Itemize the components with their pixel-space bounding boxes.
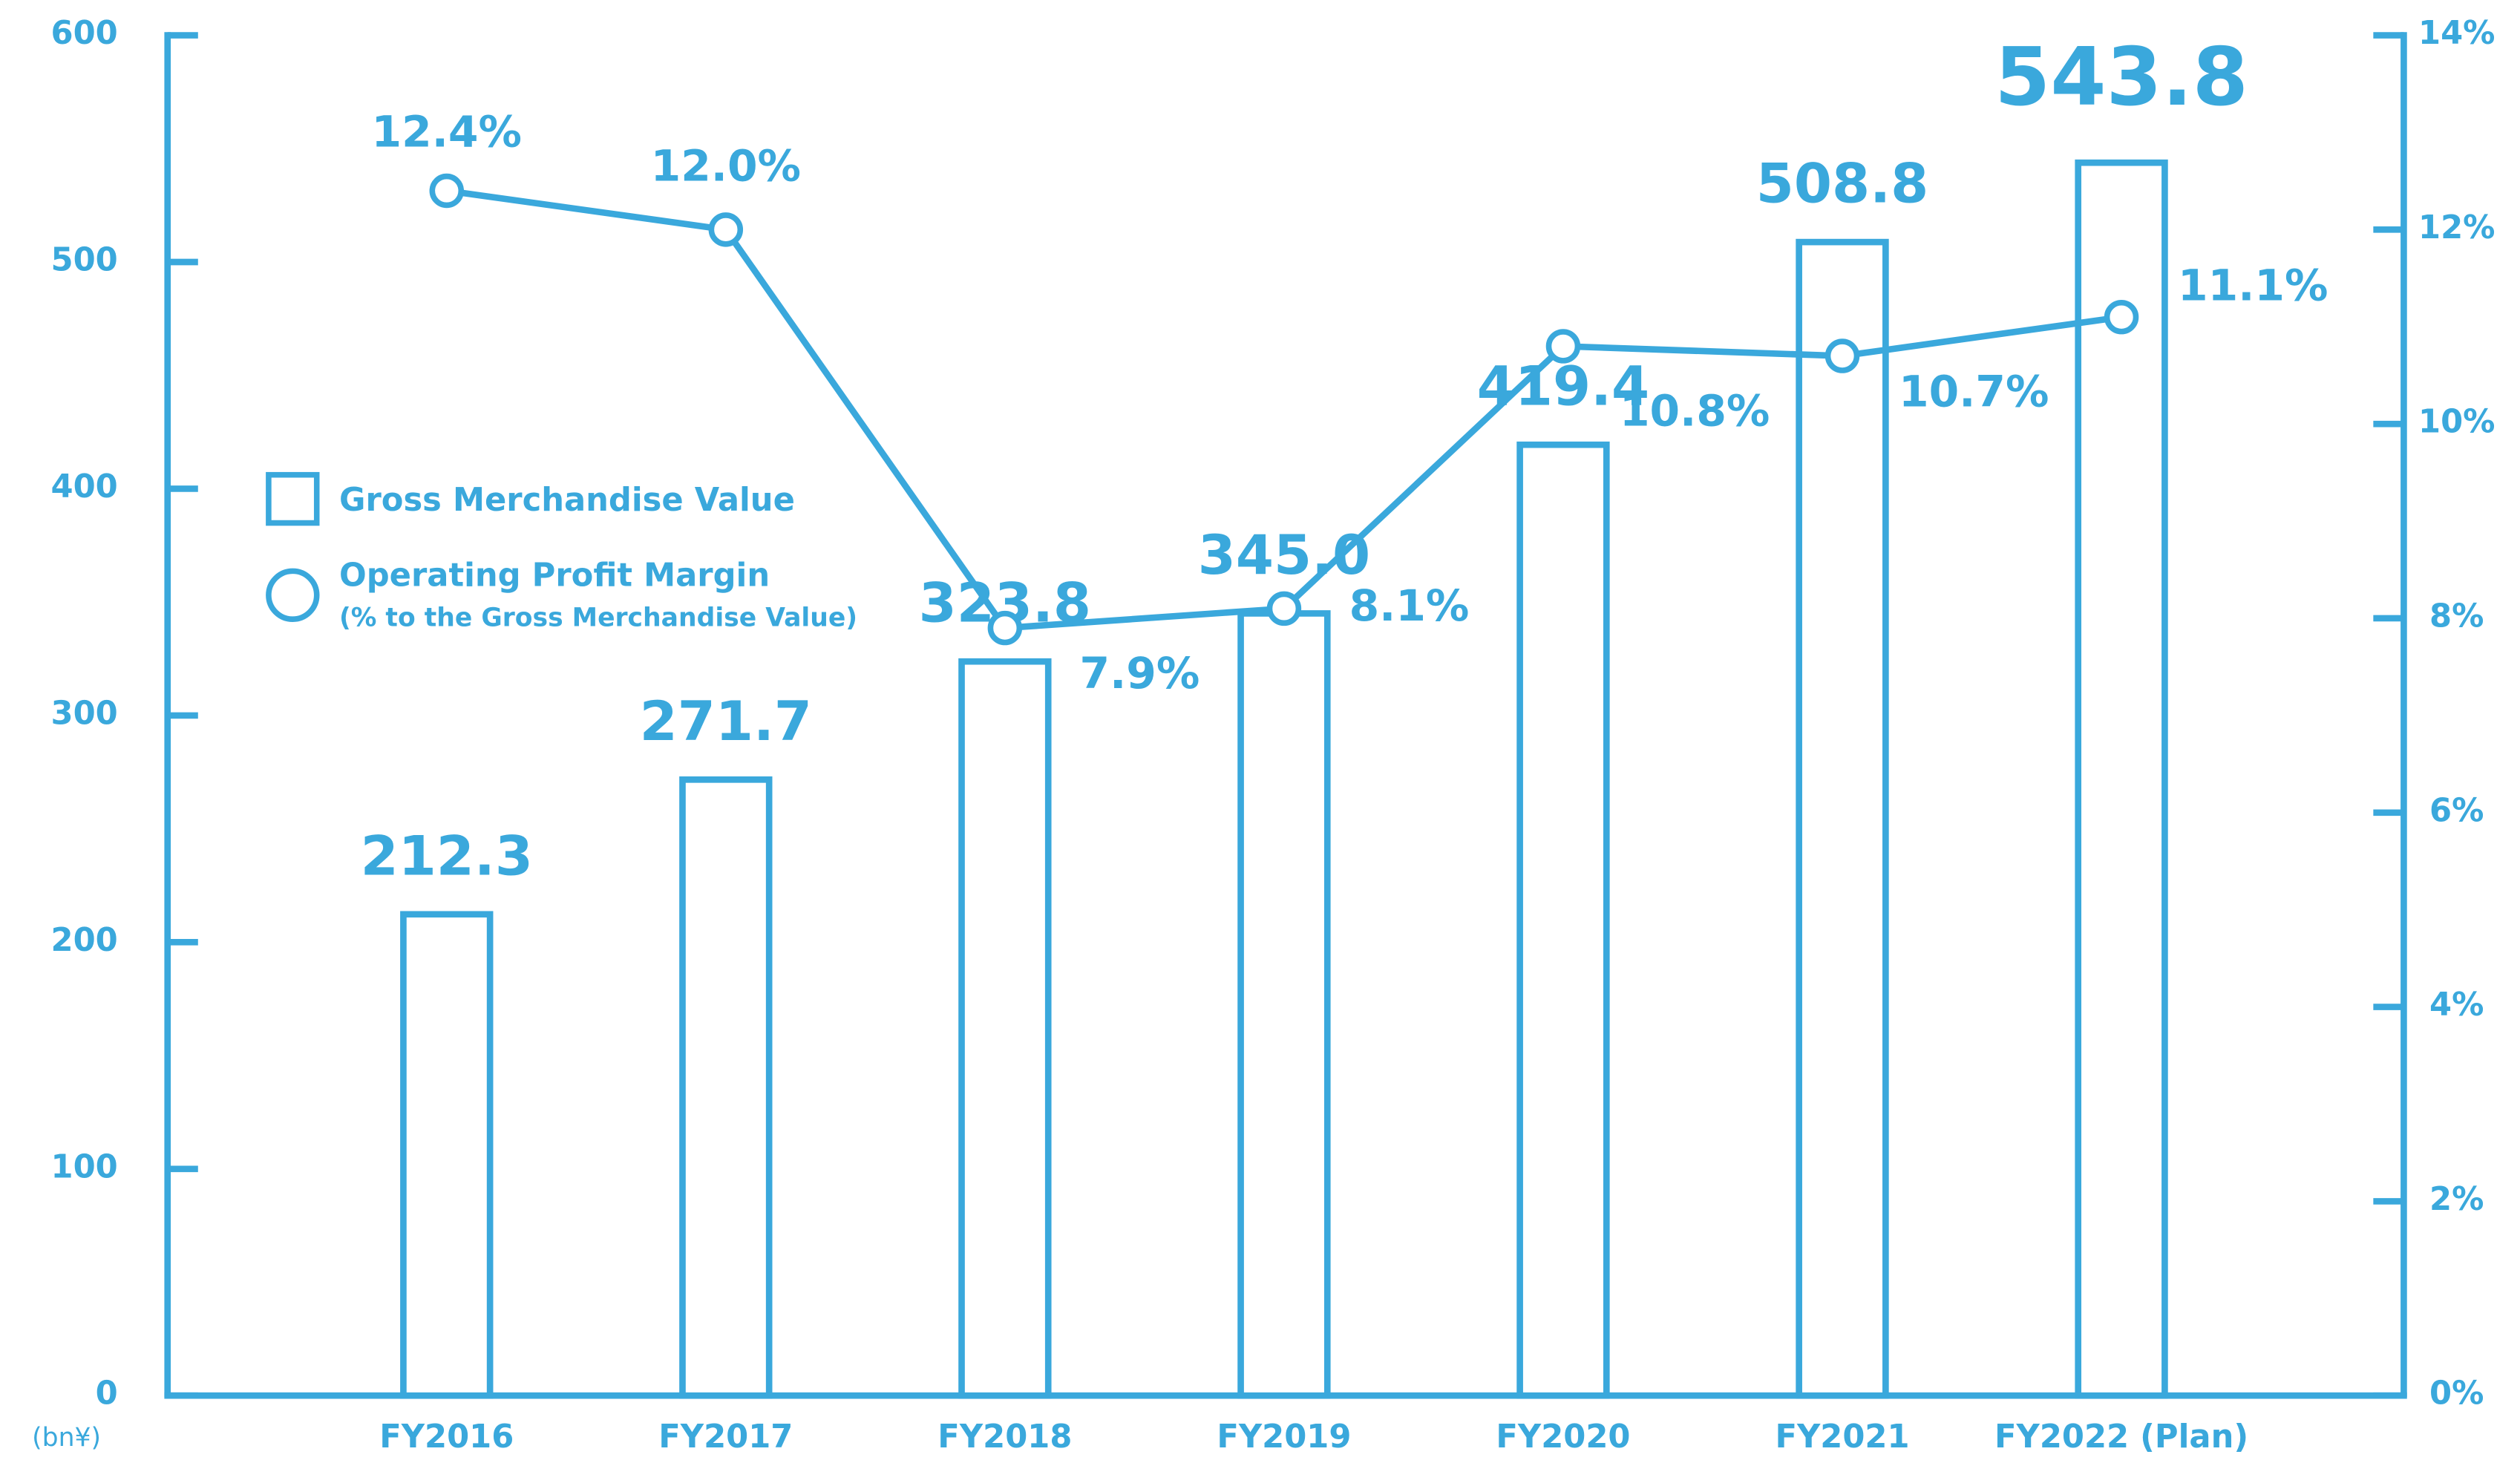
y2-tick-label: 2% [2429, 1181, 2484, 1218]
bar [1796, 238, 1889, 1399]
line-point [1824, 338, 1860, 373]
line-value-label: 11.1% [2178, 260, 2328, 310]
bar [2075, 159, 2168, 1399]
y-tick-label: 600 [51, 15, 118, 52]
y-unit: (bn¥) [32, 1423, 101, 1453]
legend-label: Gross Merchandise Value [339, 482, 795, 519]
x-tick-label: FY2018 [937, 1418, 1072, 1456]
line-value-label: 10.8% [1620, 385, 1770, 436]
legend-bar-icon [266, 471, 320, 526]
bar-value-label: 212.3 [361, 825, 533, 888]
bar-value-label: 419.4 [1477, 356, 1649, 419]
x-tick-label: FY2019 [1217, 1418, 1351, 1456]
y-tick-label: 500 [51, 241, 118, 278]
bar-value-label: 508.8 [1756, 153, 1928, 216]
y-tick-label: 300 [51, 695, 118, 732]
x-tick-label: FY2017 [658, 1418, 793, 1456]
legend-label: Operating Profit Margin [339, 557, 770, 595]
line-point [429, 173, 465, 209]
y-tick-label: 100 [51, 1148, 118, 1185]
legend-note: (% to the Gross Merchandise Value) [339, 603, 857, 633]
bar-value-label: 271.7 [640, 690, 812, 753]
y-tick-label: 400 [51, 468, 118, 505]
y-tick-label: 0 [96, 1375, 118, 1413]
y2-tick-label: 10% [2418, 404, 2495, 441]
x-tick-label: FY2020 [1496, 1418, 1630, 1456]
x-tick-label: FY2021 [1775, 1418, 1909, 1456]
y2-tick-label: 8% [2429, 598, 2484, 635]
line-value-label: 10.7% [1899, 367, 2049, 417]
y2-tick-label: 12% [2418, 209, 2495, 246]
y-tick-label: 200 [51, 922, 118, 959]
line-value-label: 12.0% [651, 140, 801, 191]
y2-tick-label: 6% [2429, 792, 2484, 829]
y2-tick-label: 0% [2429, 1375, 2484, 1413]
y2-tick-label: 14% [2418, 15, 2495, 52]
x-tick-label: FY2022 (Plan) [1994, 1418, 2248, 1456]
bar [1237, 610, 1331, 1399]
bar-value-label: 543.8 [1994, 31, 2248, 124]
bar [400, 911, 494, 1399]
bar [1516, 441, 1610, 1399]
bar [958, 658, 1052, 1399]
line-value-label: 7.9% [1079, 648, 1200, 698]
x-tick-label: FY2016 [379, 1418, 514, 1456]
bar [679, 776, 773, 1399]
line-point [1266, 591, 1302, 626]
line-point [2104, 299, 2139, 335]
line-point [708, 212, 744, 247]
legend-line-icon [266, 568, 320, 622]
line-value-label: 12.4% [372, 106, 522, 157]
line-value-label: 8.1% [1349, 580, 1470, 631]
line-point [987, 610, 1023, 646]
line-point [1545, 329, 1581, 364]
y2-tick-label: 4% [2429, 986, 2484, 1024]
